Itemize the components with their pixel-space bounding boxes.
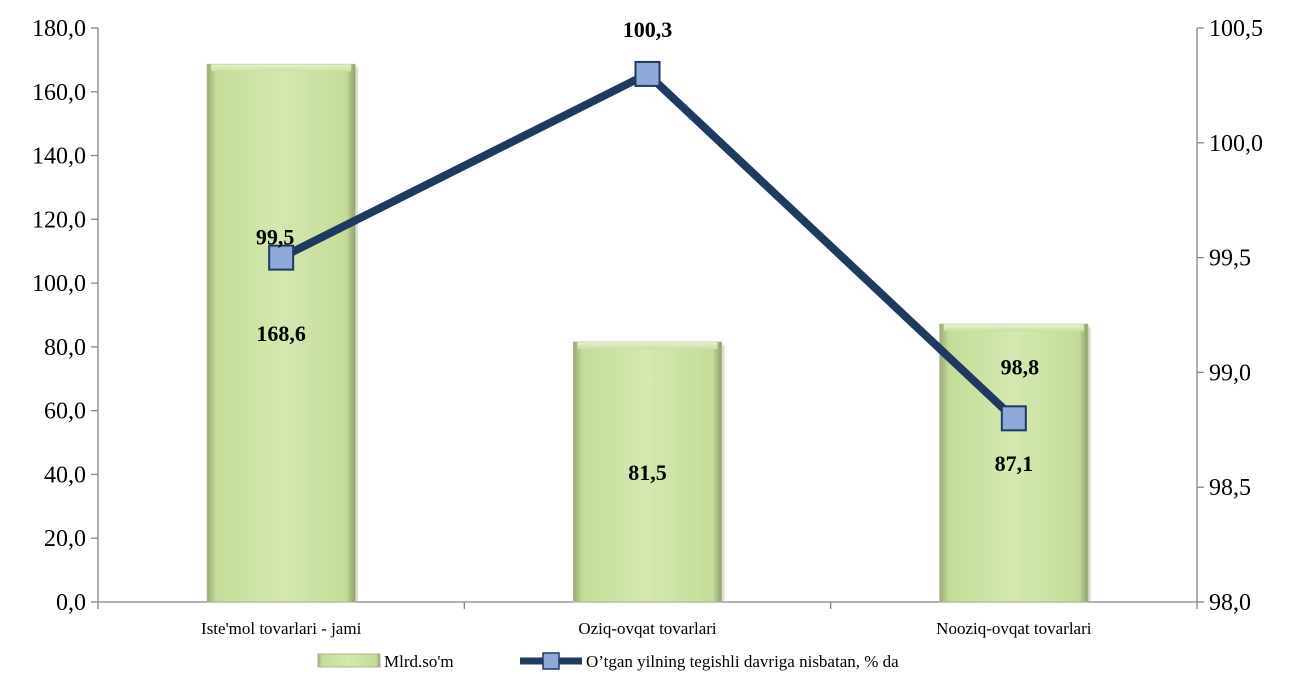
line-marker — [634, 60, 661, 87]
line-marker — [268, 244, 295, 271]
line-data-label: 100,3 — [623, 17, 673, 42]
y-left-tick-label: 40,0 — [44, 462, 86, 488]
y-left-tick-label: 140,0 — [32, 144, 86, 170]
bar — [206, 63, 359, 603]
bar-series — [206, 63, 1091, 603]
line-marker — [1000, 405, 1027, 432]
y-left-tick-label: 120,0 — [32, 207, 86, 233]
legend-bar-label: Mlrd.so'm — [384, 652, 454, 671]
y-right-tick-label: 98,5 — [1209, 475, 1251, 501]
legend-bar-swatch — [317, 653, 381, 668]
bar-top-bevel — [577, 342, 718, 350]
y-left-tick-label: 80,0 — [44, 335, 86, 361]
bar-data-label: 81,5 — [628, 460, 667, 485]
line-data-label: 98,8 — [1001, 354, 1040, 379]
y-left-tick-label: 100,0 — [32, 271, 86, 297]
data-labels: 168,6 81,5 87,1 99,5 100,3 98,8 — [256, 17, 1039, 485]
y-left-tick-label: 60,0 — [44, 399, 86, 425]
line-series — [268, 60, 1027, 432]
line-data-label: 99,5 — [256, 225, 295, 250]
y-left-tick-label: 0,0 — [56, 590, 86, 616]
y-right-tick-label: 99,5 — [1209, 246, 1251, 272]
y-left-tick-label: 160,0 — [32, 80, 86, 106]
y-left-tick-label: 180,0 — [32, 16, 86, 42]
bar-top-bevel — [211, 64, 352, 72]
y-right-tick-label: 100,0 — [1209, 131, 1263, 157]
bar-top-bevel — [943, 324, 1084, 332]
y-right-tick-label: 99,0 — [1209, 360, 1251, 386]
bar-data-label: 168,6 — [256, 321, 306, 346]
y-right-tick-label: 100,5 — [1209, 16, 1263, 42]
bar-body — [206, 63, 356, 603]
legend-line-label: O’tgan yilning tegishli davriga nisbatan… — [586, 652, 899, 671]
legend: Mlrd.so'm O’tgan yilning tegishli davriga… — [317, 652, 899, 671]
bar — [573, 341, 725, 603]
bar-data-label: 87,1 — [995, 451, 1034, 476]
bar-body — [573, 341, 722, 603]
x-tick-label: Nooziq-ovqat tovarlari — [936, 619, 1092, 638]
axes: 0,0 20,0 40,0 60,0 80,0 100,0 120,0 140,0 160,0 1… — [32, 16, 1263, 638]
y-left-tick-label: 20,0 — [44, 526, 86, 552]
x-tick-label: Iste'mol tovarlari - jami — [201, 619, 362, 638]
x-tick-label: Oziq-ovqat tovarlari — [578, 619, 717, 638]
y-right-tick-label: 98,0 — [1209, 590, 1251, 616]
legend-line-marker — [542, 652, 560, 670]
